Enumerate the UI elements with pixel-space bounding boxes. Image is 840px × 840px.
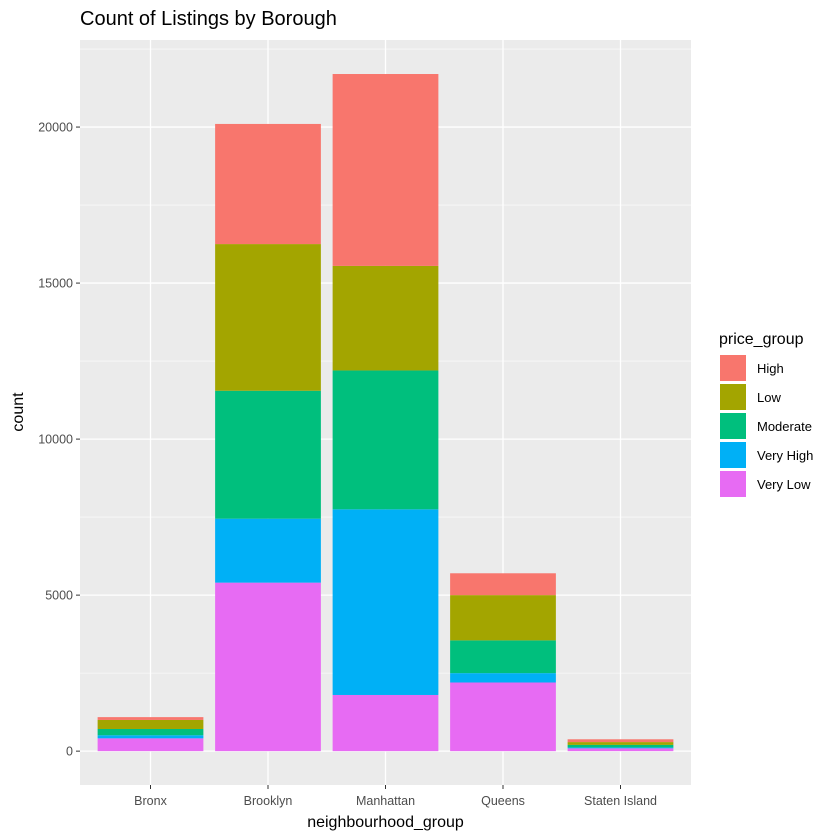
bar-segment (97, 735, 204, 739)
bar-segment (567, 744, 674, 748)
legend-swatch (720, 413, 746, 439)
legend-label: Low (757, 390, 781, 405)
legend-swatch (720, 471, 746, 497)
x-axis-title: neighbourhood_group (307, 814, 464, 831)
x-tick-label: Queens (481, 794, 525, 808)
bar-segment (97, 738, 204, 752)
y-tick-label: 5000 (45, 589, 73, 603)
x-tick-label: Bronx (134, 794, 167, 808)
bar-segment (215, 518, 321, 583)
bar-segment (97, 719, 204, 729)
bar-segment (450, 573, 556, 596)
bar-segment (332, 694, 439, 752)
legend: price_group High Low Moderate Very High Very… (719, 331, 813, 497)
legend-swatch (720, 384, 746, 410)
bar-segment (215, 244, 321, 391)
bar-segment (450, 595, 556, 641)
y-tick-label: 10000 (38, 433, 73, 447)
bar-segment (215, 390, 321, 519)
y-tick-label: 20000 (38, 121, 73, 135)
bar-segment (450, 673, 556, 683)
bar-segment (332, 265, 439, 371)
bar-segment (215, 123, 321, 245)
bar-segment (450, 640, 556, 674)
bar-segment (332, 74, 439, 266)
legend-swatch (720, 355, 746, 381)
legend-label: Very High (757, 448, 813, 463)
chart-title: Count of Listings by Borough (80, 8, 337, 30)
bar-segment (332, 370, 439, 510)
bar-segment (450, 682, 556, 752)
legend-label: Moderate (757, 419, 812, 434)
x-tick-label: Manhattan (356, 794, 415, 808)
x-tick-label: Staten Island (584, 794, 657, 808)
y-tick-label: 0 (66, 745, 73, 759)
legend-swatch (720, 442, 746, 468)
y-axis: 0 5000 10000 15000 20000 (38, 121, 80, 759)
y-tick-label: 15000 (38, 277, 73, 291)
y-axis-title: count (10, 392, 27, 432)
bar-segment (332, 509, 439, 695)
bars (97, 74, 674, 752)
legend-title: price_group (719, 331, 804, 348)
bar-segment (567, 739, 674, 743)
bar-segment (97, 717, 204, 720)
legend-label: High (757, 361, 784, 376)
x-tick-label: Brooklyn (244, 794, 293, 808)
x-axis: Bronx Brooklyn Manhattan Queens Staten Islan… (134, 785, 657, 808)
bar-segment (567, 747, 674, 749)
bar-segment (567, 748, 674, 752)
legend-label: Very Low (757, 477, 811, 492)
bar-segment (567, 742, 674, 745)
bar-segment (215, 582, 321, 752)
bar-segment (97, 728, 204, 736)
